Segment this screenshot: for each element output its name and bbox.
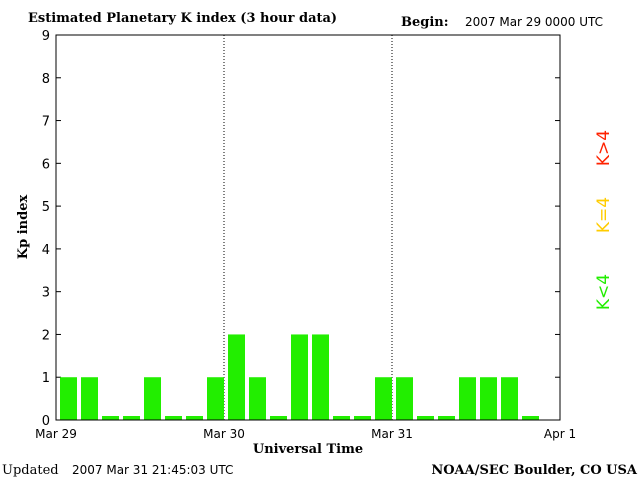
y-tick-label: 2 [42, 328, 50, 343]
kp-bar [480, 377, 497, 420]
begin-value: 2007 Mar 29 0000 UTC [465, 15, 603, 29]
y-axis-title: Kp index [16, 195, 31, 260]
y-tick-label: 3 [42, 286, 50, 301]
y-tick-label: 8 [42, 72, 50, 87]
credit-text: NOAA/SEC Boulder, CO USA [431, 463, 638, 478]
kp-bar [501, 377, 518, 420]
updated-value: 2007 Mar 31 21:45:03 UTC [72, 463, 233, 477]
x-axis-title: Universal Time [253, 442, 363, 457]
kp-bar [102, 416, 119, 420]
kp-bar [312, 334, 329, 420]
kp-bar [123, 416, 140, 420]
kp-bar [375, 377, 392, 420]
day-dividers [223, 35, 393, 420]
x-tick-label: Mar 30 [203, 427, 245, 441]
y-tick-label: 1 [42, 371, 50, 386]
y-tick-label: 0 [42, 414, 50, 429]
kp-bar [417, 416, 434, 420]
kp-bar [81, 377, 98, 420]
kp-bar [249, 377, 266, 420]
kp-bar [459, 377, 476, 420]
y-tick-label: 7 [42, 115, 50, 130]
y-tick-label: 9 [42, 29, 50, 44]
kp-bar [228, 334, 245, 420]
x-tick-label: Apr 1 [544, 427, 576, 441]
kp-bar [60, 377, 77, 420]
kp-bar [333, 416, 350, 420]
kp-bar [522, 416, 539, 420]
legend-k-greater-4: K>4 [594, 130, 614, 166]
kp-bar [165, 416, 182, 420]
plot-frame [55, 34, 561, 421]
x-tick-label: Mar 31 [371, 427, 413, 441]
kp-bar [438, 416, 455, 420]
kp-bar [207, 377, 224, 420]
kp-bar [354, 416, 371, 420]
updated-label: Updated [2, 463, 59, 478]
y-tick-label: 6 [42, 157, 50, 172]
legend-k-equal-4: K=4 [594, 197, 614, 233]
x-tick-label: Mar 29 [35, 427, 77, 441]
kp-bar [396, 377, 413, 420]
y-tick-label: 4 [42, 243, 50, 258]
kp-bar [291, 334, 308, 420]
x-axis-ticks: Mar 29 Mar 30 Mar 31 Apr 1 [35, 427, 576, 441]
kp-bars [60, 334, 539, 420]
begin-label: Begin: [401, 15, 449, 30]
chart-title: Estimated Planetary K index (3 hour data… [28, 11, 337, 26]
legend-k-less-4: K<4 [594, 274, 614, 310]
kp-bar [186, 416, 203, 420]
kp-bar [144, 377, 161, 420]
y-tick-label: 5 [42, 200, 50, 215]
kp-bar [270, 416, 287, 420]
